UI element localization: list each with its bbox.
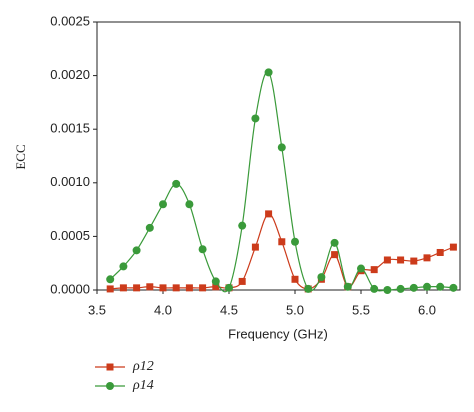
data-point — [198, 245, 207, 254]
data-point — [330, 238, 339, 247]
plot-frame — [96, 21, 461, 291]
data-point — [265, 210, 273, 218]
data-point — [119, 262, 128, 271]
data-point — [251, 114, 260, 123]
data-point — [291, 275, 299, 283]
y-tick-label: 0.0020 — [50, 67, 90, 82]
legend-label: ρ12 — [132, 359, 154, 374]
legend-marker — [106, 363, 114, 371]
data-point — [304, 284, 313, 293]
data-point — [331, 251, 339, 259]
data-point — [277, 143, 286, 152]
data-point — [436, 282, 445, 291]
data-point — [423, 282, 431, 291]
y-tick-label: 0.0005 — [50, 228, 90, 243]
data-point — [357, 264, 365, 273]
x-tick-label: 6.0 — [418, 302, 436, 317]
data-point — [278, 238, 286, 246]
data-point — [251, 243, 259, 251]
data-point — [410, 257, 418, 265]
data-point — [409, 283, 418, 292]
y-tick-label: 0.0000 — [50, 281, 90, 296]
data-point — [238, 277, 246, 285]
data-point — [436, 248, 444, 256]
data-point — [106, 285, 114, 293]
data-point — [449, 243, 457, 251]
data-point — [159, 284, 167, 292]
x-axis-label: Frequency (GHz) — [228, 326, 328, 341]
data-point — [423, 254, 431, 262]
legend-label: ρ14 — [132, 378, 154, 393]
data-point — [383, 286, 392, 294]
data-point — [370, 284, 379, 293]
data-point — [133, 284, 141, 292]
data-point — [172, 179, 181, 188]
data-point — [449, 283, 458, 292]
series-line — [110, 213, 454, 290]
y-axis-label: ECC — [13, 144, 28, 169]
x-tick-label: 5.0 — [286, 302, 304, 317]
x-tick-label: 3.5 — [88, 302, 106, 317]
data-point — [172, 284, 180, 292]
data-point — [145, 223, 154, 232]
y-tick-label: 0.0015 — [50, 121, 90, 136]
data-point — [212, 283, 220, 291]
data-point — [317, 273, 326, 282]
data-point — [396, 284, 405, 293]
data-point — [264, 68, 273, 77]
data-point — [185, 200, 194, 209]
data-point — [343, 282, 352, 291]
data-point — [106, 275, 115, 284]
legend-marker — [106, 382, 114, 390]
y-tick-label: 0.0025 — [50, 13, 90, 28]
data-point — [370, 266, 378, 274]
x-tick-label: 4.0 — [154, 302, 172, 317]
data-point — [383, 256, 391, 264]
data-point — [119, 284, 127, 292]
data-point — [211, 277, 220, 286]
data-point — [291, 237, 299, 246]
data-point — [146, 283, 154, 291]
y-tick-label: 0.0010 — [50, 174, 90, 189]
data-point — [397, 256, 405, 264]
data-point — [225, 283, 233, 292]
data-point — [199, 284, 207, 292]
data-point — [159, 200, 167, 209]
data-point — [132, 246, 141, 255]
data-point — [185, 284, 193, 292]
data-point — [238, 221, 247, 230]
x-tick-label: 5.5 — [352, 302, 370, 317]
x-tick-label: 4.5 — [220, 302, 238, 317]
